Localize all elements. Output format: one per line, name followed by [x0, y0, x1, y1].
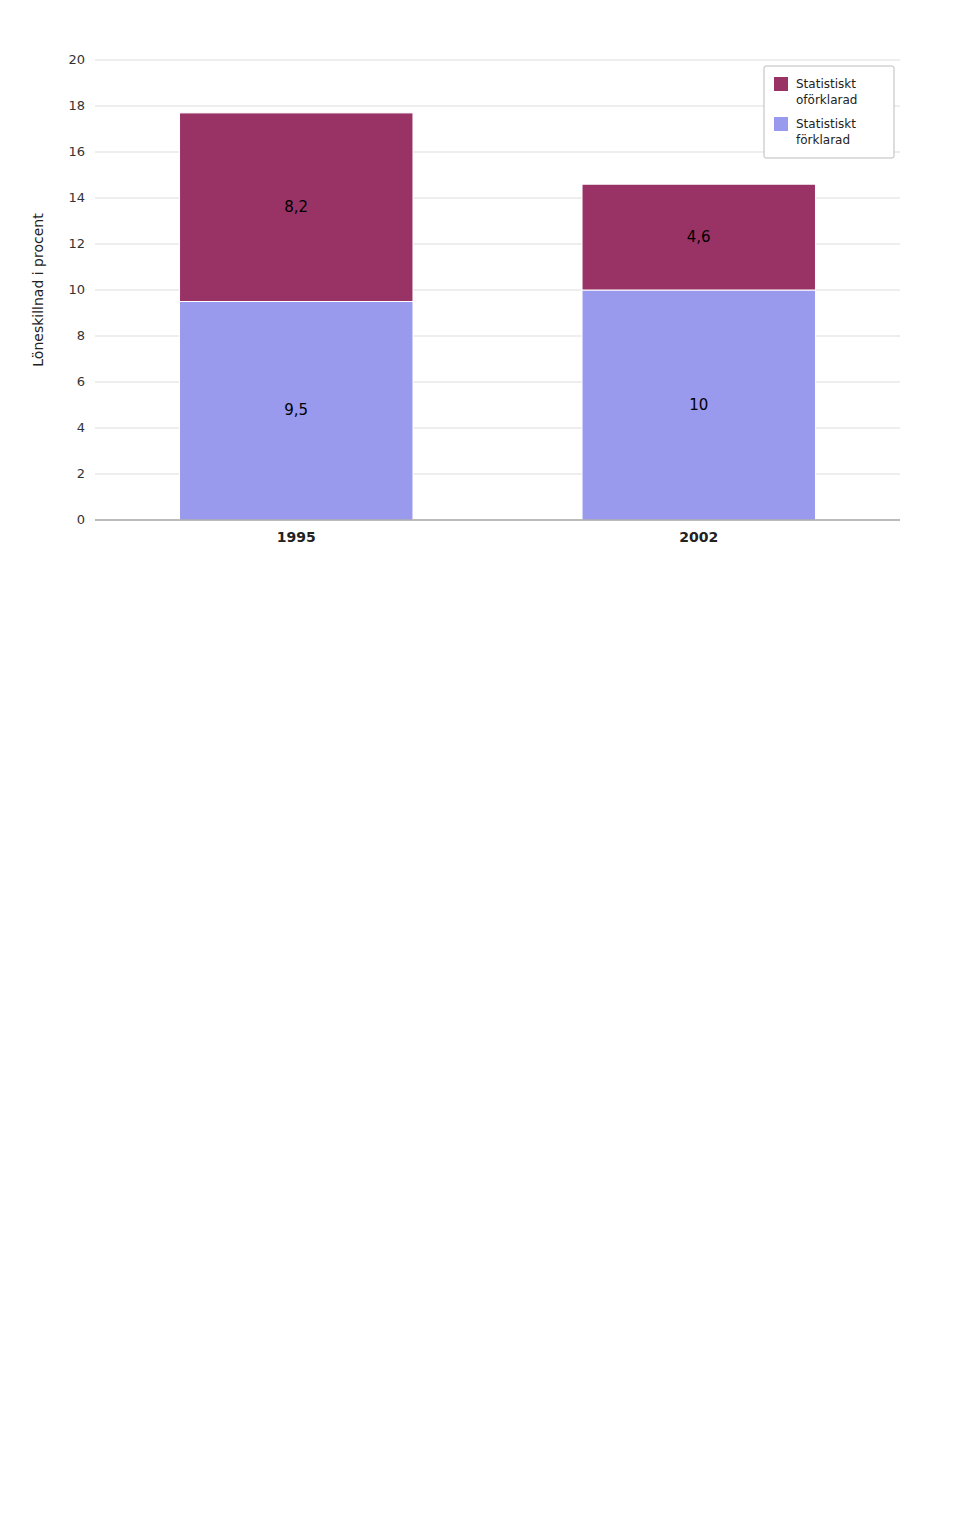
data-label: 10	[689, 396, 708, 414]
legend-label: Statistiskt oförklarad	[796, 77, 857, 107]
data-label: 9,5	[284, 401, 308, 419]
y-tick-label: 16	[68, 144, 85, 159]
y-tick-label: 4	[77, 420, 85, 435]
bars	[180, 113, 816, 520]
y-axis-label: Löneskillnad i procent	[30, 213, 46, 367]
y-tick-label: 2	[77, 466, 85, 481]
y-tick-label: 10	[68, 282, 85, 297]
chart-container: 0 2 4 6 8 10 12 14 16 18 20 Löneskillnad i procent 9…	[0, 0, 960, 1529]
x-tick-label: 1995	[277, 529, 316, 545]
legend-label-line: Statistiskt	[796, 77, 856, 91]
y-tick-label: 8	[77, 328, 85, 343]
data-label: 4,6	[687, 228, 711, 246]
legend: Statistiskt oförklarad Statistiskt förklara…	[764, 66, 894, 158]
chart-svg: 0 2 4 6 8 10 12 14 16 18 20 Löneskillnad i procent 9…	[0, 0, 960, 1529]
legend-label-line: förklarad	[796, 133, 850, 147]
bar-segment	[180, 113, 413, 302]
legend-swatch	[774, 117, 788, 131]
bar-segment	[180, 302, 413, 521]
bar-segment	[582, 290, 815, 520]
x-tick-label: 2002	[679, 529, 718, 545]
data-label: 8,2	[284, 198, 308, 216]
legend-label-line: Statistiskt	[796, 117, 856, 131]
y-tick-label: 14	[68, 190, 85, 205]
y-tick-label: 18	[68, 98, 85, 113]
y-tick-label: 20	[68, 52, 85, 67]
legend-box	[764, 66, 894, 158]
bar-segment	[582, 184, 815, 290]
y-tick-label: 0	[77, 512, 85, 527]
y-tick-label: 6	[77, 374, 85, 389]
legend-label-line: oförklarad	[796, 93, 857, 107]
grid-line	[95, 520, 900, 521]
grid	[95, 60, 900, 520]
data-labels: 9,5 10 8,2 4,6	[284, 198, 710, 420]
grid-line	[95, 60, 900, 61]
x-axis-line	[95, 520, 900, 521]
y-tick-label: 12	[68, 236, 85, 251]
legend-label: Statistiskt förklarad	[796, 117, 856, 147]
legend-swatch	[774, 77, 788, 91]
